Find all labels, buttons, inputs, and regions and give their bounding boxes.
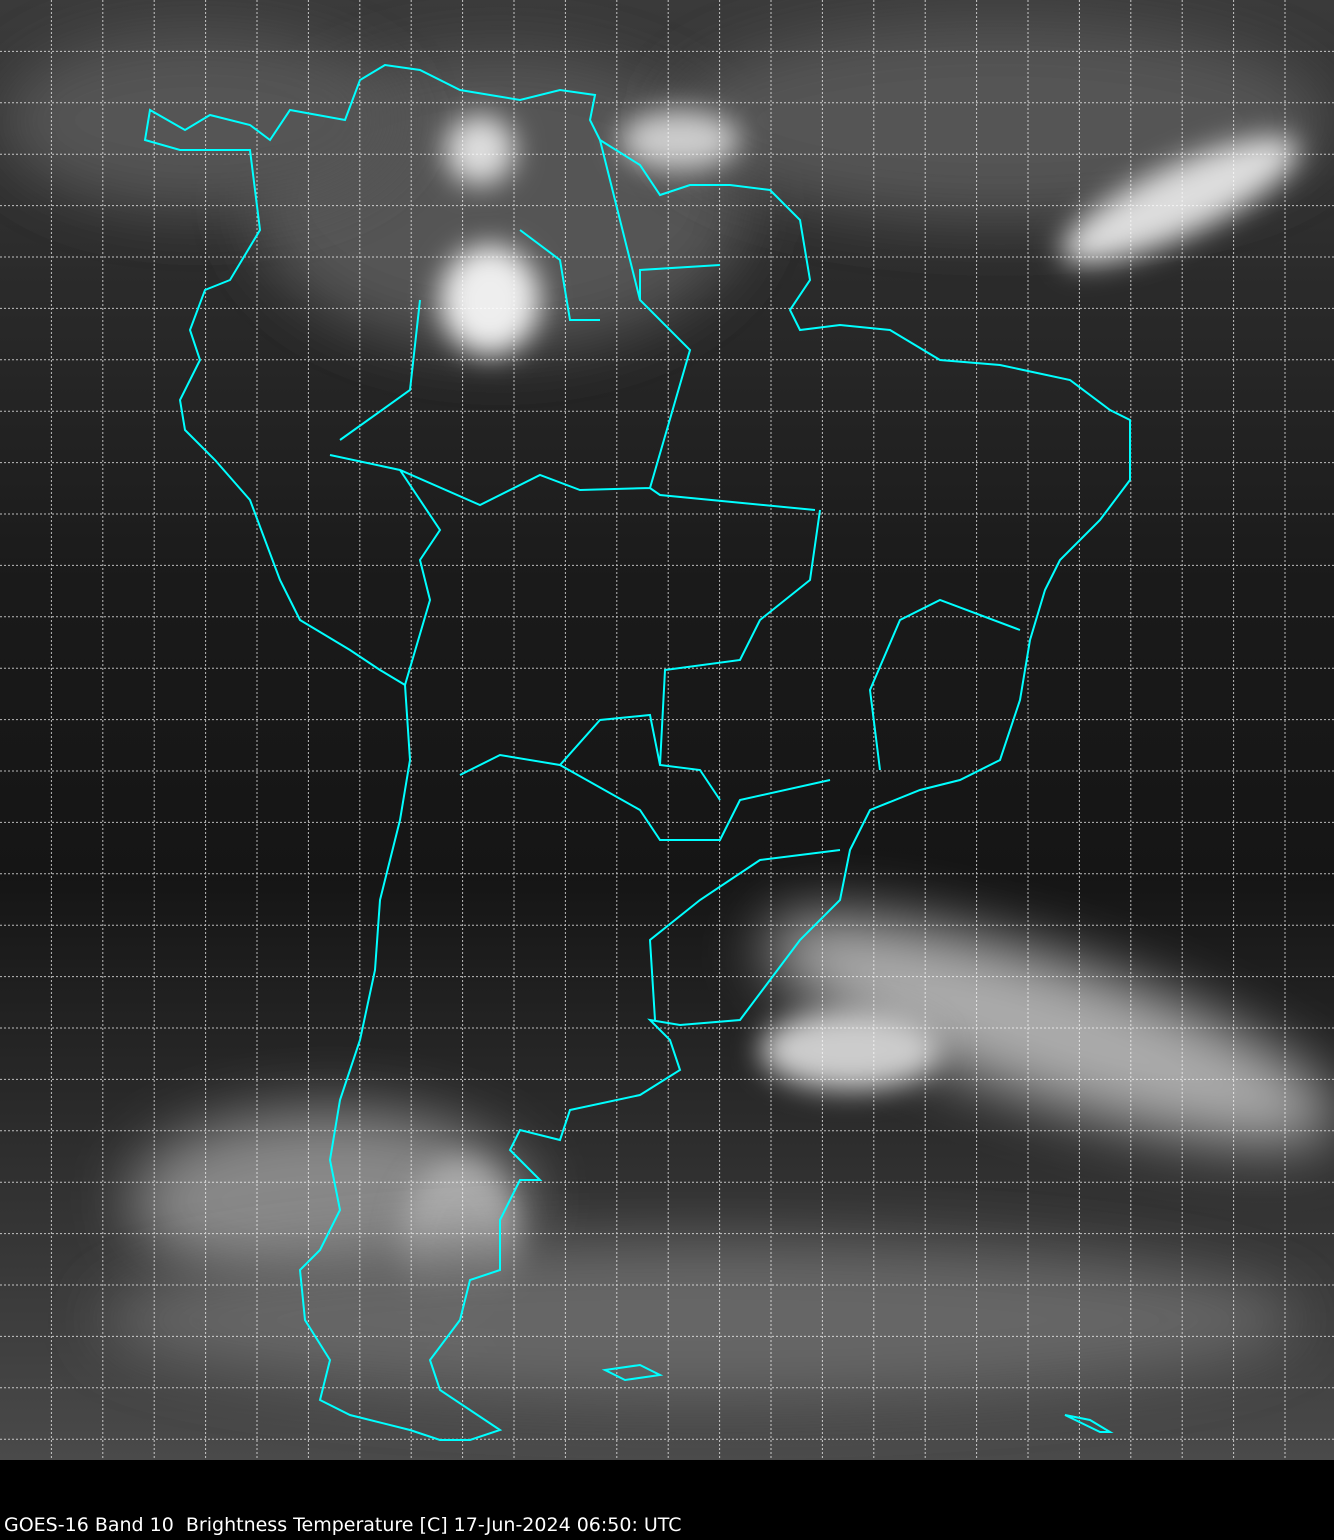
country-boundaries	[143, 63, 1131, 1441]
internal-borders	[329, 139, 1021, 1021]
lat-lon-grid	[0, 0, 1334, 1460]
cloud-layer	[0, 20, 1334, 1400]
south-georgia	[1064, 1414, 1114, 1433]
satellite-image	[0, 0, 1334, 1460]
south-america-coastline	[143, 63, 1131, 1441]
image-caption: GOES-16 Band 10 Brightness Temperature […	[4, 1514, 682, 1536]
falkland-islands	[601, 1363, 664, 1382]
